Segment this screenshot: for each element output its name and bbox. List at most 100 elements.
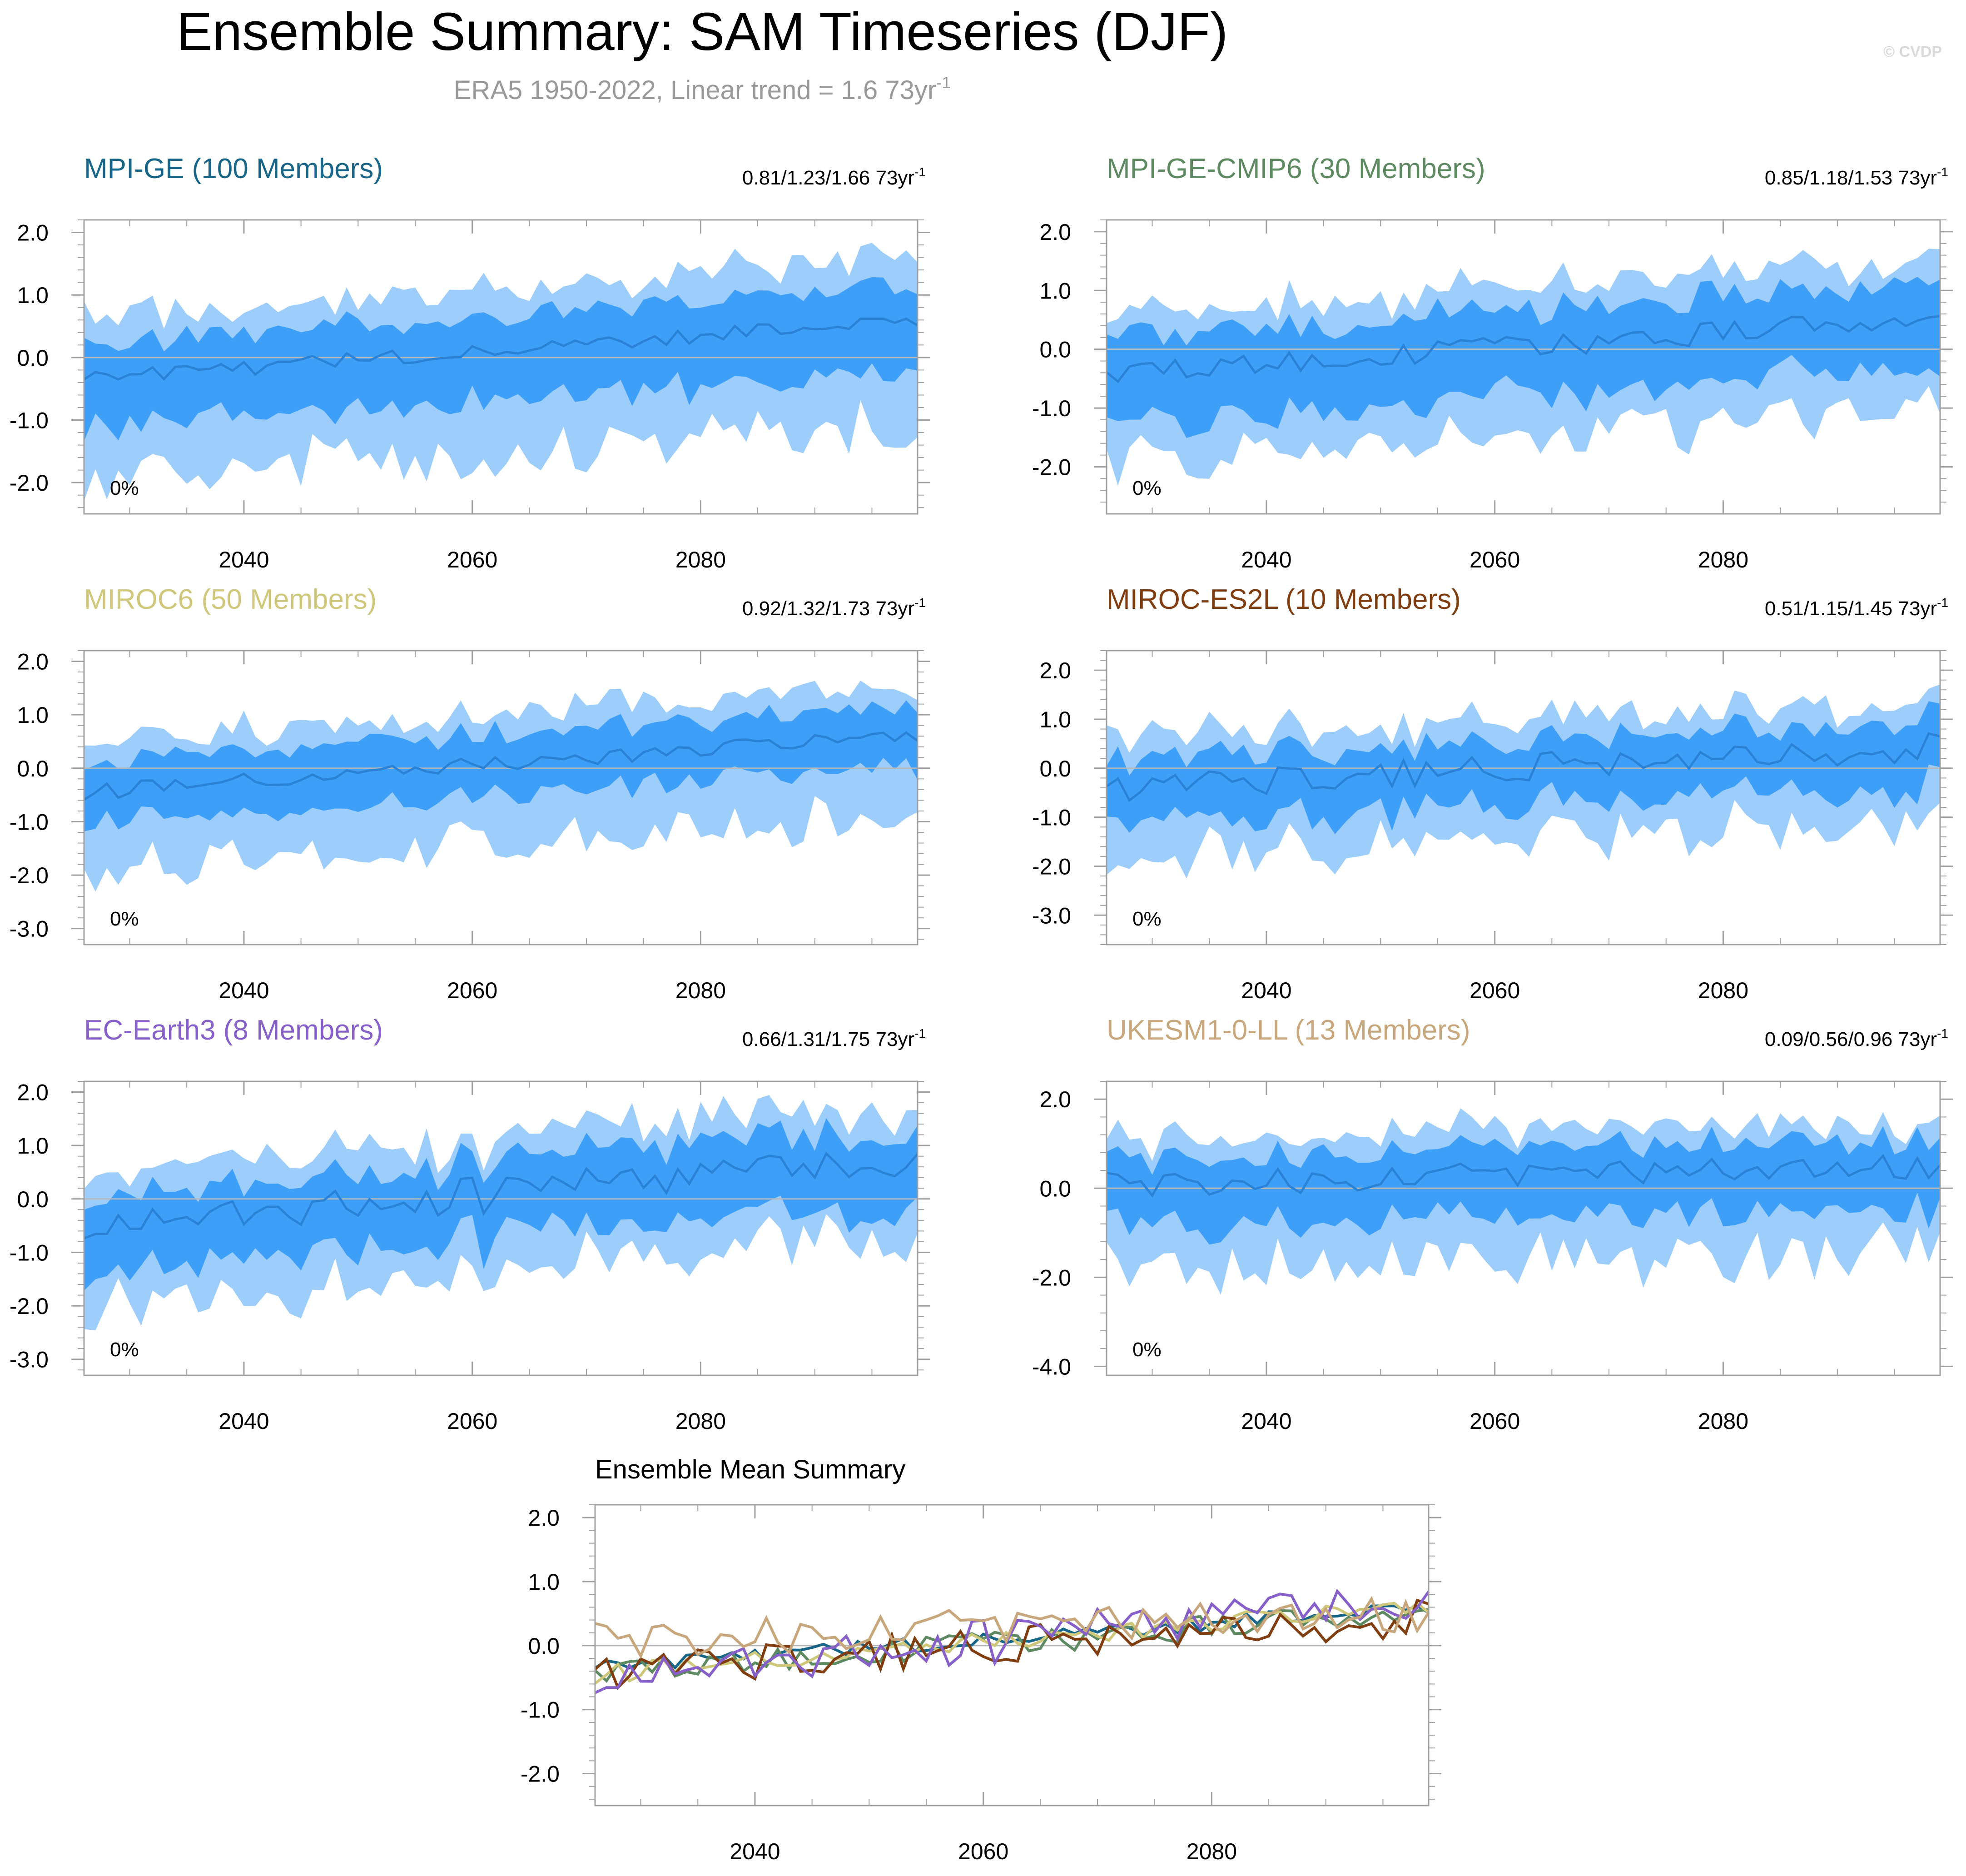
trend-sup: -1	[1937, 165, 1948, 179]
y-tick-label: 0.0	[17, 756, 49, 781]
percent-label: 0%	[1132, 908, 1162, 930]
chart-panel-4: -3.0 -2.0 -1.0 0.0 1.0 2.0 2040 2060 2080 MIROC-E…	[1032, 584, 1953, 1003]
x-tick-label: 2080	[675, 1408, 726, 1434]
panel-title: EC-Earth3 (8 Members)	[84, 1015, 383, 1046]
y-tick-label: -2.0	[10, 1294, 49, 1319]
x-tick-label: 2060	[958, 1839, 1008, 1864]
ensemble-mean-line	[83, 317, 918, 381]
percent-label: 0%	[110, 908, 139, 930]
x-tick-label: 2060	[1470, 547, 1520, 572]
trend-value: 0.51/1.15/1.45 73yr	[1765, 597, 1937, 620]
percent-label: 0%	[1132, 477, 1162, 499]
y-tick-label: -2.0	[1032, 454, 1071, 480]
y-tick-label: -3.0	[10, 916, 49, 942]
mean-series-line-miroc-es2l	[594, 1598, 1429, 1690]
trend-sup: -1	[914, 596, 926, 610]
panel-title: UKESM1-0-LL (13 Members)	[1107, 1015, 1470, 1046]
x-tick-label: 2040	[218, 1408, 269, 1434]
mean-series-line-mpi-ge-cmip6	[594, 1608, 1429, 1683]
subtitle-sup: -1	[936, 73, 951, 92]
panel-title: MIROC6 (50 Members)	[84, 584, 377, 615]
ensemble-mean-line	[83, 731, 918, 801]
percent-label: 0%	[110, 477, 139, 499]
ensemble-mean-line	[84, 1151, 918, 1239]
ensemble-mean-line	[1106, 1154, 1941, 1198]
x-tick-label: 2040	[218, 547, 269, 572]
trend-label: 0.51/1.15/1.45 73yr-1	[1765, 596, 1948, 620]
trend-sup: -1	[1937, 1026, 1948, 1040]
trend-sup: -1	[914, 1026, 926, 1040]
plot-frame	[83, 650, 918, 945]
x-tick-label: 2060	[447, 1408, 497, 1434]
subtitle-text: ERA5 1950-2022, Linear trend = 1.6 73yr	[454, 75, 936, 105]
inner-spread-band	[84, 277, 918, 442]
inner-spread-band	[1107, 277, 1940, 438]
y-tick-label: 2.0	[528, 1505, 560, 1531]
y-tick-label: 1.0	[17, 1133, 49, 1159]
y-tick-label: 0.0	[528, 1633, 560, 1659]
x-tick-label: 2040	[1241, 1408, 1291, 1434]
y-tick-label: -1.0	[10, 408, 49, 433]
trend-value: 0.81/1.23/1.66 73yr	[742, 167, 914, 189]
y-tick-label: 0.0	[17, 345, 49, 371]
mean-series-line-ukesm1-0-ll	[595, 1596, 1430, 1659]
percent-label: 0%	[1132, 1339, 1162, 1361]
panel-title: MIROC-ES2L (10 Members)	[1107, 584, 1461, 615]
y-tick-label: 1.0	[17, 283, 49, 308]
plot-frame	[1106, 219, 1941, 515]
inner-spread-band	[84, 700, 918, 831]
y-tick-label: 0.0	[17, 1187, 49, 1212]
chart-panel-2: -2.0 -1.0 0.0 1.0 2.0 2040 2060 2080 MPI-GE-CMIP…	[1032, 153, 1953, 572]
chart-panel-7: -2.0 -1.0 0.0 1.0 2.0 2040 2060 2080 Ensemble Me…	[521, 1455, 1441, 1864]
y-tick-label: 1.0	[17, 702, 49, 728]
y-tick-label: -1.0	[1032, 396, 1071, 421]
x-tick-label: 2080	[1698, 1408, 1748, 1434]
x-tick-label: 2060	[447, 547, 497, 572]
chart-panel-1: -2.0 -1.0 0.0 1.0 2.0 2040 2060 2080 MPI-GE (100…	[10, 153, 930, 572]
x-tick-label: 2060	[447, 978, 497, 1003]
watermark: © CVDP	[1883, 43, 1942, 60]
chart-panel-6: -4.0 -2.0 0.0 2.0 2040 2060 2080 UKESM1-0-LL (1…	[1032, 1015, 1953, 1434]
y-tick-label: -3.0	[1032, 903, 1071, 928]
x-tick-label: 2080	[1698, 978, 1748, 1003]
y-tick-label: 1.0	[1039, 707, 1071, 732]
trend-label: 0.92/1.32/1.73 73yr-1	[742, 596, 926, 620]
y-tick-label: -1.0	[521, 1697, 560, 1723]
trend-value: 0.92/1.32/1.73 73yr	[742, 597, 914, 620]
trend-value: 0.66/1.31/1.75 73yr	[742, 1028, 914, 1050]
y-tick-label: 0.0	[1039, 1176, 1071, 1201]
y-tick-label: -1.0	[1032, 805, 1071, 831]
trend-label: 0.81/1.23/1.66 73yr-1	[742, 165, 926, 189]
x-tick-label: 2080	[675, 978, 726, 1003]
y-tick-label: 2.0	[17, 1080, 49, 1105]
chart-panel-5: -3.0 -2.0 -1.0 0.0 1.0 2.0 2040 2060 2080 EC-Eart…	[10, 1015, 930, 1434]
inner-spread-band	[84, 1118, 918, 1291]
x-tick-label: 2040	[1241, 978, 1291, 1003]
figure-title: Ensemble Summary: SAM Timeseries (DJF)	[177, 2, 1228, 62]
x-tick-label: 2040	[730, 1839, 780, 1864]
trend-value: 0.85/1.18/1.53 73yr	[1765, 167, 1937, 189]
trend-value: 0.09/0.56/0.96 73yr	[1765, 1028, 1937, 1050]
y-tick-label: -4.0	[1032, 1354, 1071, 1379]
y-tick-label: 1.0	[1039, 278, 1071, 304]
y-tick-label: 2.0	[1039, 219, 1071, 245]
panels-group: -2.0 -1.0 0.0 1.0 2.0 2040 2060 2080 MPI-GE (100…	[10, 153, 1953, 1864]
x-tick-label: 2060	[1470, 1408, 1520, 1434]
y-tick-label: -2.0	[10, 863, 49, 888]
trend-sup: -1	[1937, 596, 1948, 610]
ensemble-mean-line	[1106, 732, 1941, 802]
y-tick-label: -1.0	[10, 809, 49, 835]
plot-frame	[594, 1504, 1430, 1806]
y-tick-label: 2.0	[17, 649, 49, 675]
x-tick-label: 2080	[675, 547, 726, 572]
panel-title: MPI-GE-CMIP6 (30 Members)	[1107, 153, 1485, 184]
y-tick-label: 0.0	[1039, 337, 1071, 363]
y-tick-label: 1.0	[528, 1569, 560, 1595]
y-tick-label: -3.0	[10, 1347, 49, 1373]
panel-title: MPI-GE (100 Members)	[84, 153, 383, 184]
trend-sup: -1	[914, 165, 926, 179]
y-tick-label: -1.0	[10, 1240, 49, 1265]
figure-subtitle: ERA5 1950-2022, Linear trend = 1.6 73yr-…	[454, 73, 951, 105]
y-tick-label: 2.0	[1039, 658, 1071, 683]
